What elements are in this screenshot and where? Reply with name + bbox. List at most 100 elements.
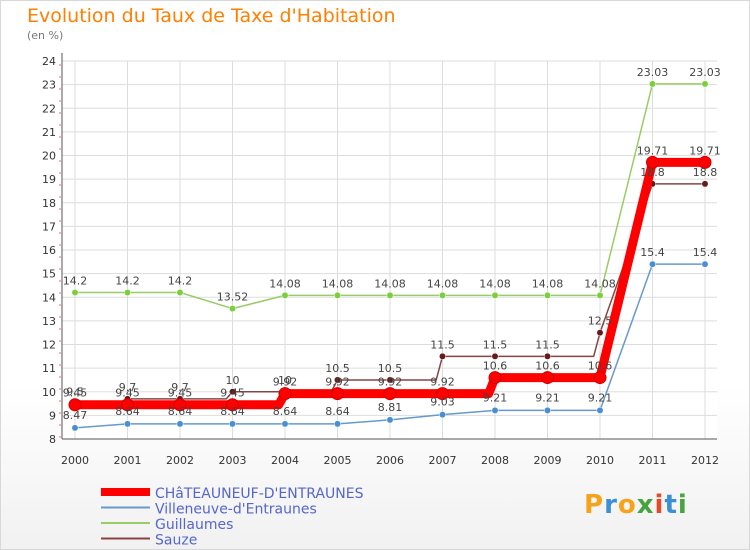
data-label: 9.45 — [115, 387, 140, 400]
data-label: 9.7 — [119, 381, 137, 394]
data-point — [436, 387, 449, 401]
y-tick-label: 18 — [42, 197, 56, 210]
proxiti-logo: Proxiti — [584, 490, 688, 520]
logo-letter: o — [617, 490, 637, 520]
data-point — [544, 352, 551, 360]
y-tick-label: 24 — [42, 55, 56, 68]
data-label: 9.92 — [378, 376, 403, 389]
data-point — [541, 371, 554, 385]
x-tick-label: 2003 — [219, 454, 247, 467]
data-label: 14.08 — [584, 277, 616, 290]
data-point — [278, 387, 292, 401]
data-point — [491, 352, 499, 360]
x-tick-label: 2006 — [376, 454, 404, 467]
data-point — [491, 291, 499, 299]
y-tick-label: 9 — [49, 409, 56, 422]
data-label: 10.6 — [588, 360, 613, 373]
logo-letter: i — [677, 490, 688, 520]
y-tick-label: 21 — [42, 126, 56, 139]
data-point — [544, 406, 551, 414]
data-label: 19.71 — [637, 144, 669, 157]
data-point — [488, 371, 502, 385]
data-point — [334, 376, 341, 384]
data-point — [596, 291, 604, 299]
data-label: 9.5 — [66, 386, 84, 399]
x-tick-label: 2010 — [586, 454, 614, 467]
data-label: 9.21 — [535, 391, 560, 404]
data-point — [701, 260, 709, 268]
data-point — [173, 398, 187, 412]
data-point — [71, 289, 79, 296]
data-point — [121, 398, 134, 412]
x-tick-label: 2002 — [166, 454, 194, 467]
y-tick-label: 12 — [42, 339, 56, 352]
data-point — [701, 180, 709, 188]
data-label: 8.47 — [63, 409, 88, 422]
data-label: 13.52 — [217, 291, 249, 304]
y-tick-label: 17 — [42, 220, 56, 233]
data-point — [281, 291, 289, 299]
data-label: 14.08 — [427, 277, 459, 290]
data-label: 14.08 — [269, 277, 301, 290]
data-point — [701, 80, 709, 88]
data-point — [386, 291, 394, 299]
x-tick-label: 2004 — [271, 454, 299, 467]
data-point — [334, 420, 341, 428]
logo-letter: P — [584, 490, 605, 520]
data-point — [491, 406, 499, 414]
data-label: 10.6 — [535, 360, 560, 373]
data-label: 10.5 — [378, 362, 403, 375]
data-point — [544, 291, 551, 299]
data-point — [334, 291, 341, 299]
data-label: 14.08 — [532, 277, 564, 290]
data-point — [439, 291, 446, 299]
data-label: 10 — [278, 374, 292, 387]
data-point — [229, 305, 236, 313]
y-tick-label: 8 — [49, 433, 56, 446]
data-label: 23.03 — [689, 66, 721, 79]
data-point — [176, 289, 184, 296]
y-tick-label: 14 — [42, 291, 56, 304]
data-label: 9.45 — [220, 387, 245, 400]
legend-label: Sauze — [155, 533, 197, 549]
data-label: 9.45 — [168, 387, 193, 400]
data-point — [386, 416, 394, 424]
data-label: 9.21 — [483, 391, 508, 404]
y-tick-label: 13 — [42, 315, 56, 328]
data-point — [71, 424, 79, 432]
data-label: 9.21 — [588, 391, 613, 404]
data-label: 9.45 — [63, 387, 88, 400]
chart-title: Evolution du Taux de Taxe d'Habitation — [27, 5, 396, 27]
y-tick-label: 16 — [42, 244, 56, 257]
data-point — [124, 420, 131, 428]
x-tick-label: 2007 — [429, 454, 457, 467]
data-label: 14.2 — [63, 275, 88, 288]
y-tick-label: 11 — [42, 362, 56, 375]
data-point — [383, 387, 397, 401]
data-label: 11.5 — [535, 338, 560, 351]
x-tick-label: 2001 — [114, 454, 142, 467]
data-label: 10.5 — [325, 362, 350, 375]
data-point — [439, 411, 446, 419]
y-tick-label: 10 — [42, 386, 56, 399]
data-label: 8.64 — [115, 405, 140, 418]
data-label: 14.08 — [322, 277, 354, 290]
data-label: 15.4 — [640, 246, 665, 259]
data-label: 19.71 — [689, 144, 721, 157]
data-label: 8.81 — [378, 401, 403, 414]
data-label: 9.92 — [273, 376, 298, 389]
data-point — [596, 406, 604, 414]
y-tick-label: 19 — [42, 173, 56, 186]
x-tick-label: 2012 — [691, 454, 719, 467]
logo-letter: t — [664, 490, 678, 520]
data-label: 8.64 — [273, 405, 298, 418]
data-label: 11.5 — [483, 338, 508, 351]
logo-letter: r — [604, 490, 618, 520]
data-point — [226, 398, 239, 412]
data-point — [649, 260, 656, 268]
data-point — [281, 420, 289, 428]
data-point — [649, 80, 656, 88]
data-label: 9.7 — [171, 381, 189, 394]
data-label: 10.6 — [483, 360, 508, 373]
